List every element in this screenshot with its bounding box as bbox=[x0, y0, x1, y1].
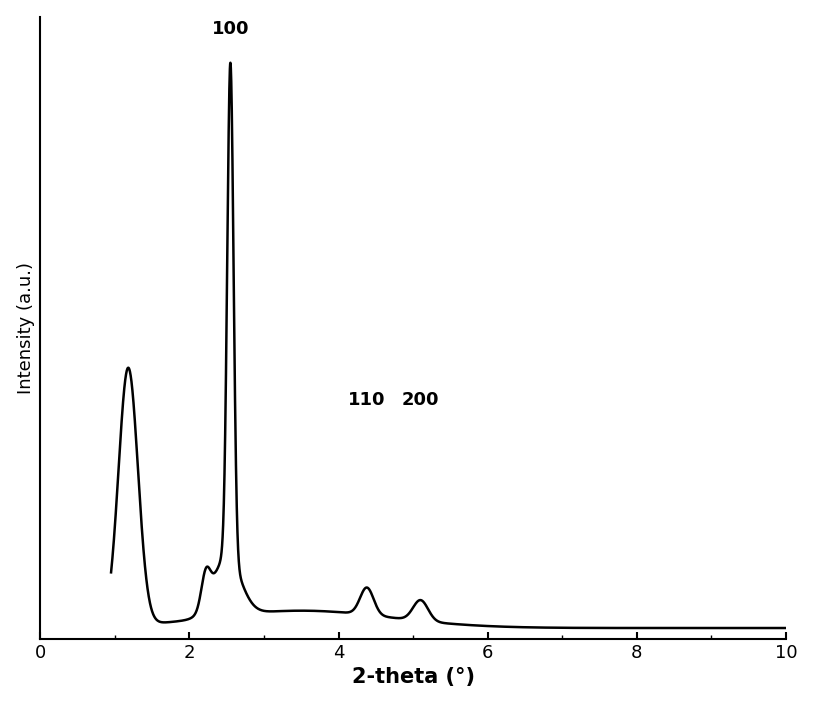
Text: 100: 100 bbox=[212, 20, 249, 39]
Y-axis label: Intensity (a.u.): Intensity (a.u.) bbox=[16, 262, 35, 394]
X-axis label: 2-theta (°): 2-theta (°) bbox=[352, 667, 475, 687]
Text: 200: 200 bbox=[402, 391, 440, 409]
Text: 110: 110 bbox=[348, 391, 386, 409]
